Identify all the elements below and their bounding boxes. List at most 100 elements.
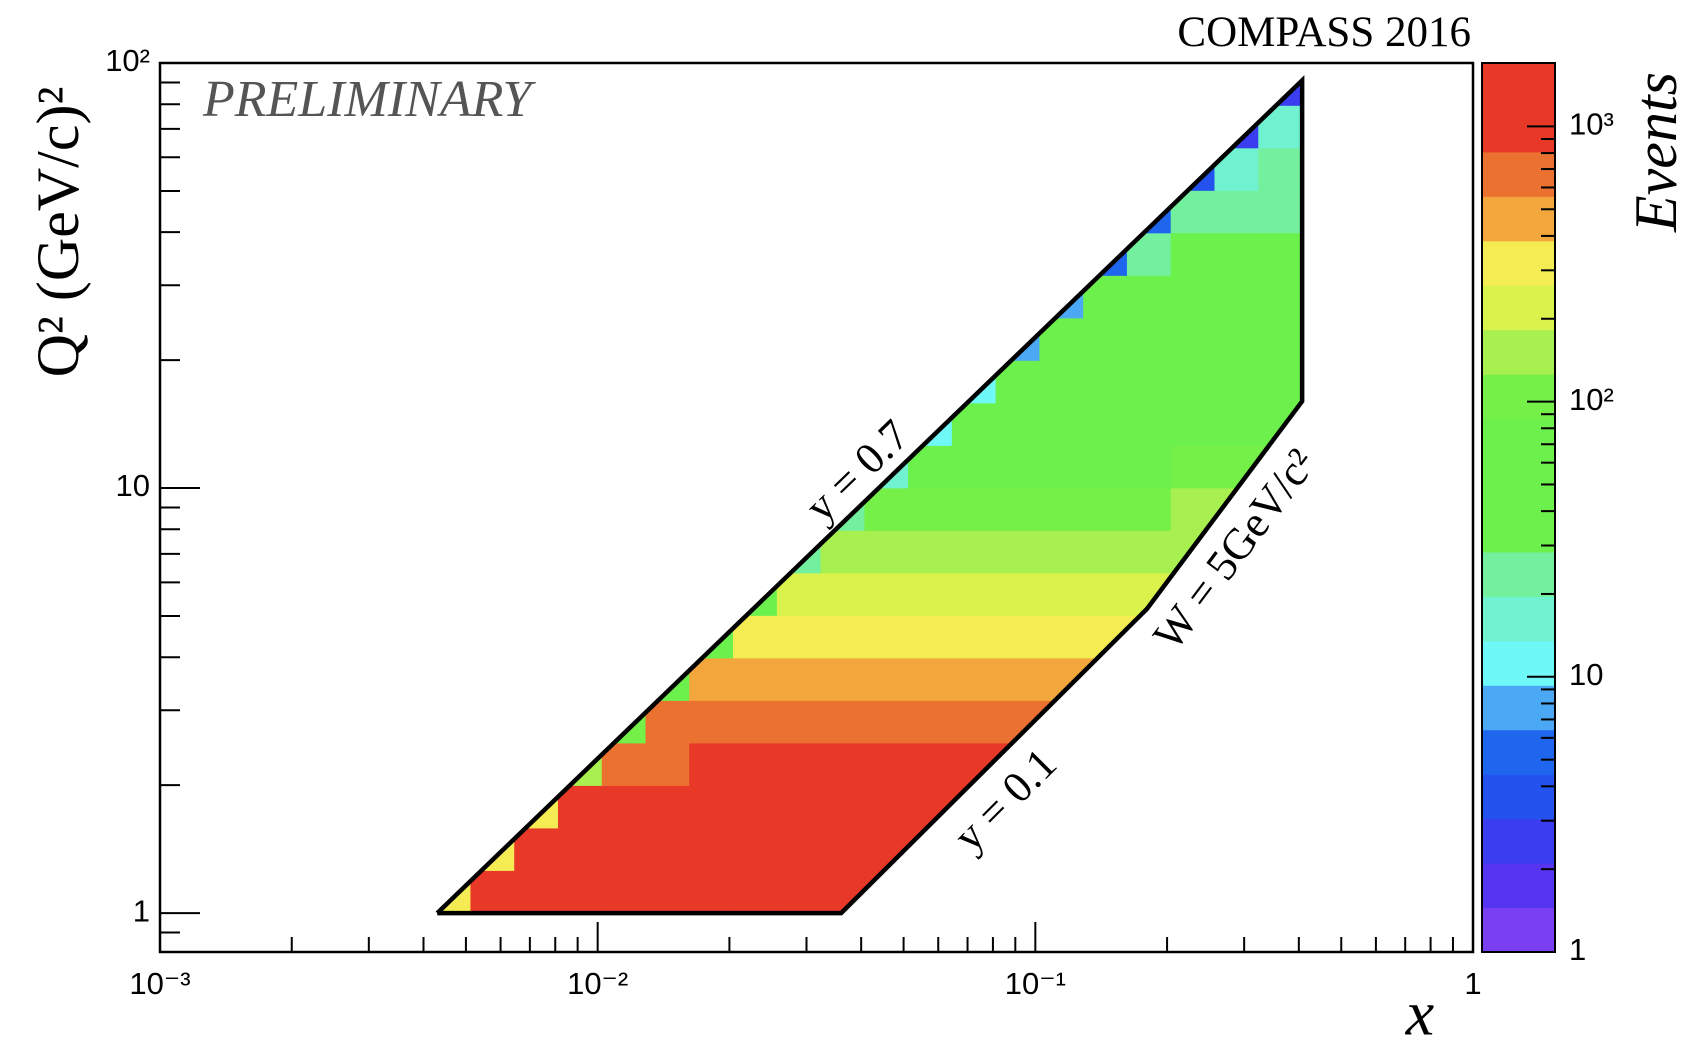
heatmap-cell [733, 742, 778, 786]
heatmap-cell [1214, 190, 1259, 234]
heatmap-cell [1083, 360, 1128, 404]
chart-title: COMPASS 2016 [1177, 9, 1471, 56]
heatmap-cell [820, 700, 865, 744]
heatmap-cell [1214, 147, 1259, 191]
heatmap-cell [437, 870, 472, 914]
heatmap-cell [733, 700, 778, 744]
colorbar-swatch [1482, 551, 1555, 597]
heatmap-cell [689, 785, 734, 829]
heatmap-cell [908, 700, 953, 744]
heatmap-cell [689, 700, 734, 744]
heatmap-cell [995, 402, 1041, 446]
heatmap-cell [557, 742, 603, 786]
heatmap-cell [1083, 572, 1128, 616]
heatmap-cell [864, 742, 909, 786]
heatmap-cell [1258, 360, 1303, 404]
heatmap-cell [1170, 232, 1216, 276]
heatmap-cell [864, 827, 909, 871]
heatmap-cell [995, 572, 1041, 616]
heatmap-cell [864, 572, 909, 616]
colorbar-tick-label: 10 [1569, 657, 1603, 692]
heatmap-cell [1214, 317, 1259, 361]
heatmap-cell [1083, 402, 1128, 446]
heatmap-cell [1039, 530, 1084, 574]
heatmap-cell [733, 870, 778, 914]
heatmap-cell [951, 700, 997, 744]
colorbar-frame [1481, 62, 1556, 953]
heatmap-cell [1083, 317, 1128, 361]
heatmap-cell [514, 827, 559, 871]
heatmap-cell [645, 742, 690, 786]
heatmap-cell [1258, 105, 1303, 149]
heatmap-cell [776, 785, 822, 829]
heatmap-cell [776, 657, 822, 701]
heatmap-cell [995, 657, 1041, 701]
heatmap-cell [1214, 360, 1259, 404]
heatmap-cell [733, 827, 778, 871]
heatmap-cell [1126, 487, 1172, 531]
heatmap-cell [645, 827, 690, 871]
colorbar-swatch [1482, 63, 1555, 108]
x-axis-title: x [1405, 978, 1434, 1049]
colorbar-swatch [1482, 107, 1555, 153]
heatmap-cell [645, 870, 690, 914]
heatmap-cell [1170, 190, 1216, 234]
colorbar-title: Events [1623, 72, 1689, 233]
colorbar-swatch [1482, 685, 1555, 731]
heatmap-cell [776, 827, 822, 871]
heatmap-cell [601, 700, 647, 744]
heatmap-cell [995, 530, 1041, 574]
x-tick-label: 10⁻³ [129, 966, 190, 1001]
colorbar-swatch [1482, 418, 1555, 464]
heatmap-cell [1170, 445, 1216, 489]
heatmap-cell [1214, 275, 1259, 319]
y-axis-title: Q² (GeV/c)² [25, 87, 91, 378]
colorbar-swatch [1482, 596, 1555, 642]
heatmap-cell [776, 700, 822, 744]
heatmap-cell [1170, 360, 1216, 404]
heatmap-cell [864, 530, 909, 574]
heatmap-cell [514, 785, 559, 829]
watermark: PRELIMINARY [202, 71, 536, 128]
heatmap-cell [864, 700, 909, 744]
heatmap-cell [1126, 360, 1172, 404]
heatmap-cell [951, 572, 997, 616]
heatmap-cell [601, 785, 647, 829]
heatmap-cell [1039, 615, 1084, 659]
heatmap-cell [864, 657, 909, 701]
heatmap-cell [820, 827, 865, 871]
heatmap-cell [820, 870, 865, 914]
heatmap-cell [776, 870, 822, 914]
heatmap-cell [689, 742, 734, 786]
heatmap-cell [1170, 487, 1216, 531]
heatmap-cell [1258, 275, 1303, 319]
heatmap-cell [645, 785, 690, 829]
colorbar-swatch [1482, 374, 1555, 420]
heatmap-cell [1083, 487, 1128, 531]
heatmap-cell [1126, 275, 1172, 319]
heatmap-cell [1126, 445, 1172, 489]
heatmap-cell [689, 827, 734, 871]
colorbar-swatch [1482, 463, 1555, 508]
heatmap-cell [470, 870, 515, 914]
x-tick-label: 1 [1464, 966, 1481, 1001]
colorbar-swatch [1482, 285, 1555, 331]
colorbar-tick-label: 1 [1569, 932, 1586, 967]
heatmap-cell [1083, 445, 1128, 489]
heatmap-cell [951, 445, 997, 489]
heatmap-cell [1039, 445, 1084, 489]
heatmap-cell [1039, 572, 1084, 616]
heatmap-cell [908, 572, 953, 616]
heatmap-cell [951, 615, 997, 659]
heatmap-cell [1170, 275, 1216, 319]
heatmap-cell [864, 615, 909, 659]
heatmap-cell [557, 827, 603, 871]
heatmap-cell [995, 615, 1041, 659]
heatmap-cell [1039, 360, 1084, 404]
colorbar-swatch [1482, 907, 1555, 953]
heatmap-cell [776, 742, 822, 786]
x-tick-label: 10⁻² [567, 966, 628, 1001]
heatmap-cell [1039, 487, 1084, 531]
heatmap-cell [820, 657, 865, 701]
